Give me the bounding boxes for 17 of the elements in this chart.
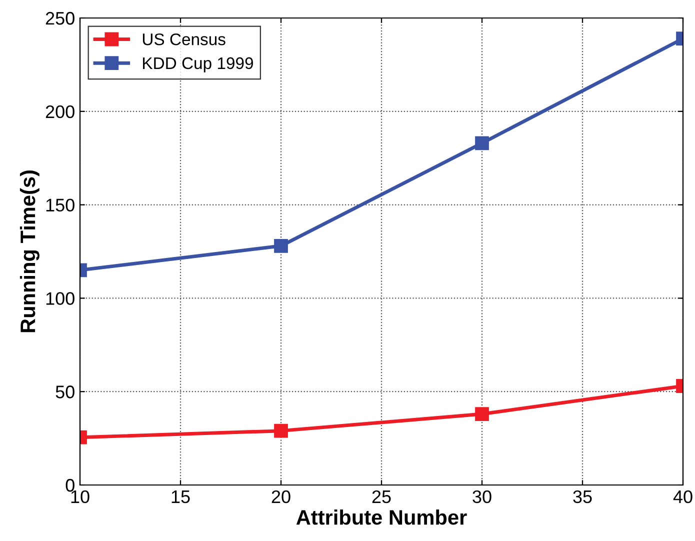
x-tick-label: 40 <box>673 490 692 504</box>
y-tick-label: 100 <box>46 292 74 305</box>
legend-label: US Census <box>142 33 226 46</box>
y-tick-label: 250 <box>46 12 74 25</box>
x-tick-label: 35 <box>573 490 592 504</box>
y-tick-label: 0 <box>66 478 74 492</box>
x-tick-label: 15 <box>172 490 190 504</box>
x-tick-label: 25 <box>372 490 391 504</box>
y-axis-title: Running Time(s) <box>20 170 40 332</box>
y-tick-label: 50 <box>56 386 74 398</box>
x-tick-label: 30 <box>472 490 492 504</box>
x-tick-label: 10 <box>71 490 90 504</box>
y-tick-label: 150 <box>46 198 74 212</box>
x-axis-title: Attribute Number <box>296 509 467 525</box>
legend-label: KDD Cup 1999 <box>143 57 253 72</box>
y-tick-label: 200 <box>46 105 74 118</box>
x-tick-label: 20 <box>272 490 290 504</box>
